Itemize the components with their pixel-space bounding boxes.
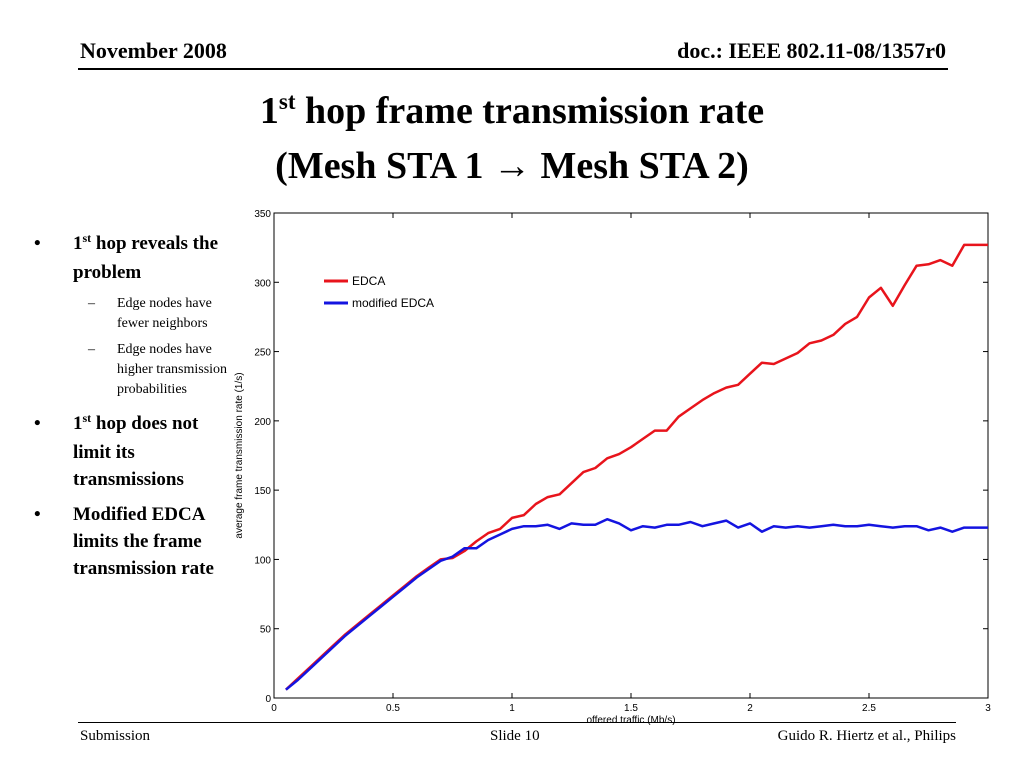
header-rule (78, 68, 948, 70)
sub-bullet-2-text: Edge nodes have higher transmission prob… (117, 342, 228, 397)
sub-bullet-dash: – (88, 342, 95, 357)
footer-left: Submission (80, 728, 151, 744)
y-tick-label: 0 (265, 694, 271, 705)
slide-title: 1st hop frame transmission rate (Mesh ST… (0, 86, 1024, 191)
bullet-1-number: 1 (73, 233, 83, 254)
bullet-1: • 1st hop reveals the problem (32, 230, 232, 286)
x-tick-label: 1.5 (624, 703, 638, 714)
footer-slide-number: Slide 10 (490, 728, 540, 744)
x-tick-label: 0.5 (386, 703, 400, 714)
title-text: hop frame transmission rate (295, 90, 765, 132)
title-superscript: st (278, 89, 296, 114)
x-axis-label: offered traffic (Mb/s) (586, 715, 675, 726)
x-tick-label: 3 (985, 703, 991, 714)
bullet-2-superscript: st (82, 411, 92, 425)
bullet-dot: • (34, 504, 41, 525)
transmission-rate-chart: 0 0.5 1 1.5 2 2.5 3 0 50 100 150 200 250 300 350 offere… (234, 209, 991, 726)
y-tick-label: 150 (254, 486, 271, 497)
footer-author: Guido R. Hiertz et al., Philips (777, 728, 956, 744)
sub-bullet-dash: – (88, 296, 95, 311)
title-line-1: 1st hop frame transmission rate (0, 86, 1024, 141)
plot-frame (273, 212, 989, 699)
header-date: November 2008 (80, 38, 227, 63)
x-tick-label: 1 (509, 703, 515, 714)
x-tick-label: 2 (747, 703, 753, 714)
bullet-2-number: 1 (73, 413, 83, 434)
title-number: 1 (259, 90, 279, 132)
y-axis-label: average frame transmission rate (1/s) (234, 372, 245, 538)
sub-bullet-2: – Edge nodes have higher transmission pro… (32, 340, 232, 400)
header-doc-id: doc.: IEEE 802.11-08/1357r0 (677, 38, 946, 63)
y-tick-label: 350 (254, 209, 271, 220)
y-tick-label: 100 (254, 555, 271, 566)
x-tick-label: 0 (271, 703, 277, 714)
x-tick-label: 2.5 (862, 703, 876, 714)
series-line-modified-edca (285, 517, 988, 691)
y-tick-label: 250 (254, 348, 271, 359)
sub-bullet-1: – Edge nodes have fewer neighbors (32, 294, 232, 334)
legend-entry: EDCA (352, 274, 385, 288)
bullet-dot: • (34, 413, 41, 434)
bullet-3: • Modified EDCA limits the frame transmis… (32, 501, 232, 582)
bullet-3-text: Modified EDCA limits the frame transmiss… (73, 504, 214, 579)
legend-entry: modified EDCA (352, 296, 434, 310)
y-tick-label: 300 (254, 278, 271, 289)
bullet-1-text: hop reveals the problem (73, 233, 219, 283)
title-line-2: (Mesh STA 1 → Mesh STA 2) (275, 145, 749, 187)
bullet-list: • 1st hop reveals the problem – Edge nodes… (32, 230, 232, 590)
sub-bullet-1-text: Edge nodes have fewer neighbors (117, 296, 212, 331)
bullet-2-text: hop does not limit its transmissions (73, 413, 199, 490)
footer-rule (78, 722, 956, 723)
bullet-1-superscript: st (82, 231, 92, 245)
bullet-2: • 1st hop does not limit its transmission… (32, 410, 232, 493)
bullet-dot: • (34, 233, 41, 254)
y-tick-label: 50 (260, 625, 272, 636)
bullet-1-subs: – Edge nodes have fewer neighbors – Edge n… (32, 294, 232, 400)
y-tick-label: 200 (254, 417, 271, 428)
